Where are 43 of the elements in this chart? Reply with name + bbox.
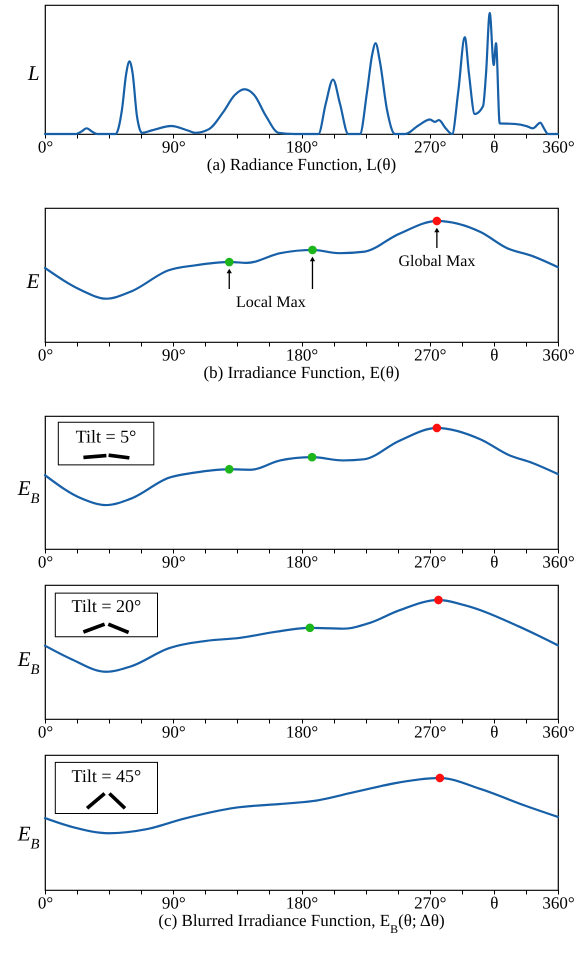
x-tick-label: 180°: [286, 722, 318, 742]
x-tick-label: 0°: [38, 552, 54, 572]
x-tick-label: 180°: [286, 894, 318, 912]
x-tick-label: 90°: [162, 722, 186, 742]
x-tick-label: θ: [490, 138, 498, 156]
y-axis-title: E$_{B}$: [16, 822, 40, 852]
x-tick-label: 90°: [162, 552, 186, 572]
y-axis-title: E$_{B}$: [16, 476, 40, 507]
y-axis-title: L: [26, 61, 40, 85]
x-tick-label: θ: [490, 722, 498, 742]
text: (b) Irradiance Function, E(θ): [203, 363, 400, 382]
x-tick-label: 360°: [542, 552, 575, 572]
x-tick-label: 270°: [414, 346, 446, 364]
x-tick-label: 180°: [286, 138, 318, 156]
x-tick-label: 270°: [414, 552, 446, 572]
x-tick-label: 360°: [542, 722, 575, 742]
annotation: Tilt = 5°: [76, 426, 136, 446]
x-tick-label: 0°: [38, 722, 54, 742]
x-tick-label: 90°: [162, 894, 186, 912]
x-tick-label: 0°: [38, 894, 54, 912]
annotation: Local Max: [236, 294, 306, 312]
y-axis-title: E$_{B}$: [16, 647, 40, 678]
x-tick-label: 180°: [286, 552, 318, 572]
annotation: Tilt = 45°: [72, 766, 142, 786]
x-tick-label: 90°: [162, 346, 186, 364]
x-tick-label: 0°: [38, 346, 54, 364]
x-tick-label: 360°: [542, 894, 575, 912]
text: (a) Radiance Function, L(θ): [206, 155, 396, 174]
x-tick-label: 360°: [542, 138, 575, 156]
text: (c) Blurred Irradiance Function, E$_{B}$(θ; Δθ): [158, 911, 445, 936]
x-tick-label: 180°: [286, 346, 318, 364]
x-tick-label: θ: [490, 894, 498, 912]
x-tick-label: 0°: [38, 138, 54, 156]
x-tick-label: θ: [490, 552, 498, 572]
annotation: Tilt = 20°: [72, 596, 142, 616]
y-axis-title: E: [26, 269, 40, 293]
x-tick-label: 270°: [414, 894, 446, 912]
x-tick-label: 90°: [162, 138, 186, 156]
x-tick-label: 360°: [542, 346, 575, 364]
annotation: Global Max: [398, 253, 476, 270]
x-tick-label: 270°: [414, 722, 446, 742]
x-tick-label: θ: [490, 346, 498, 364]
x-tick-label: 270°: [414, 138, 446, 156]
